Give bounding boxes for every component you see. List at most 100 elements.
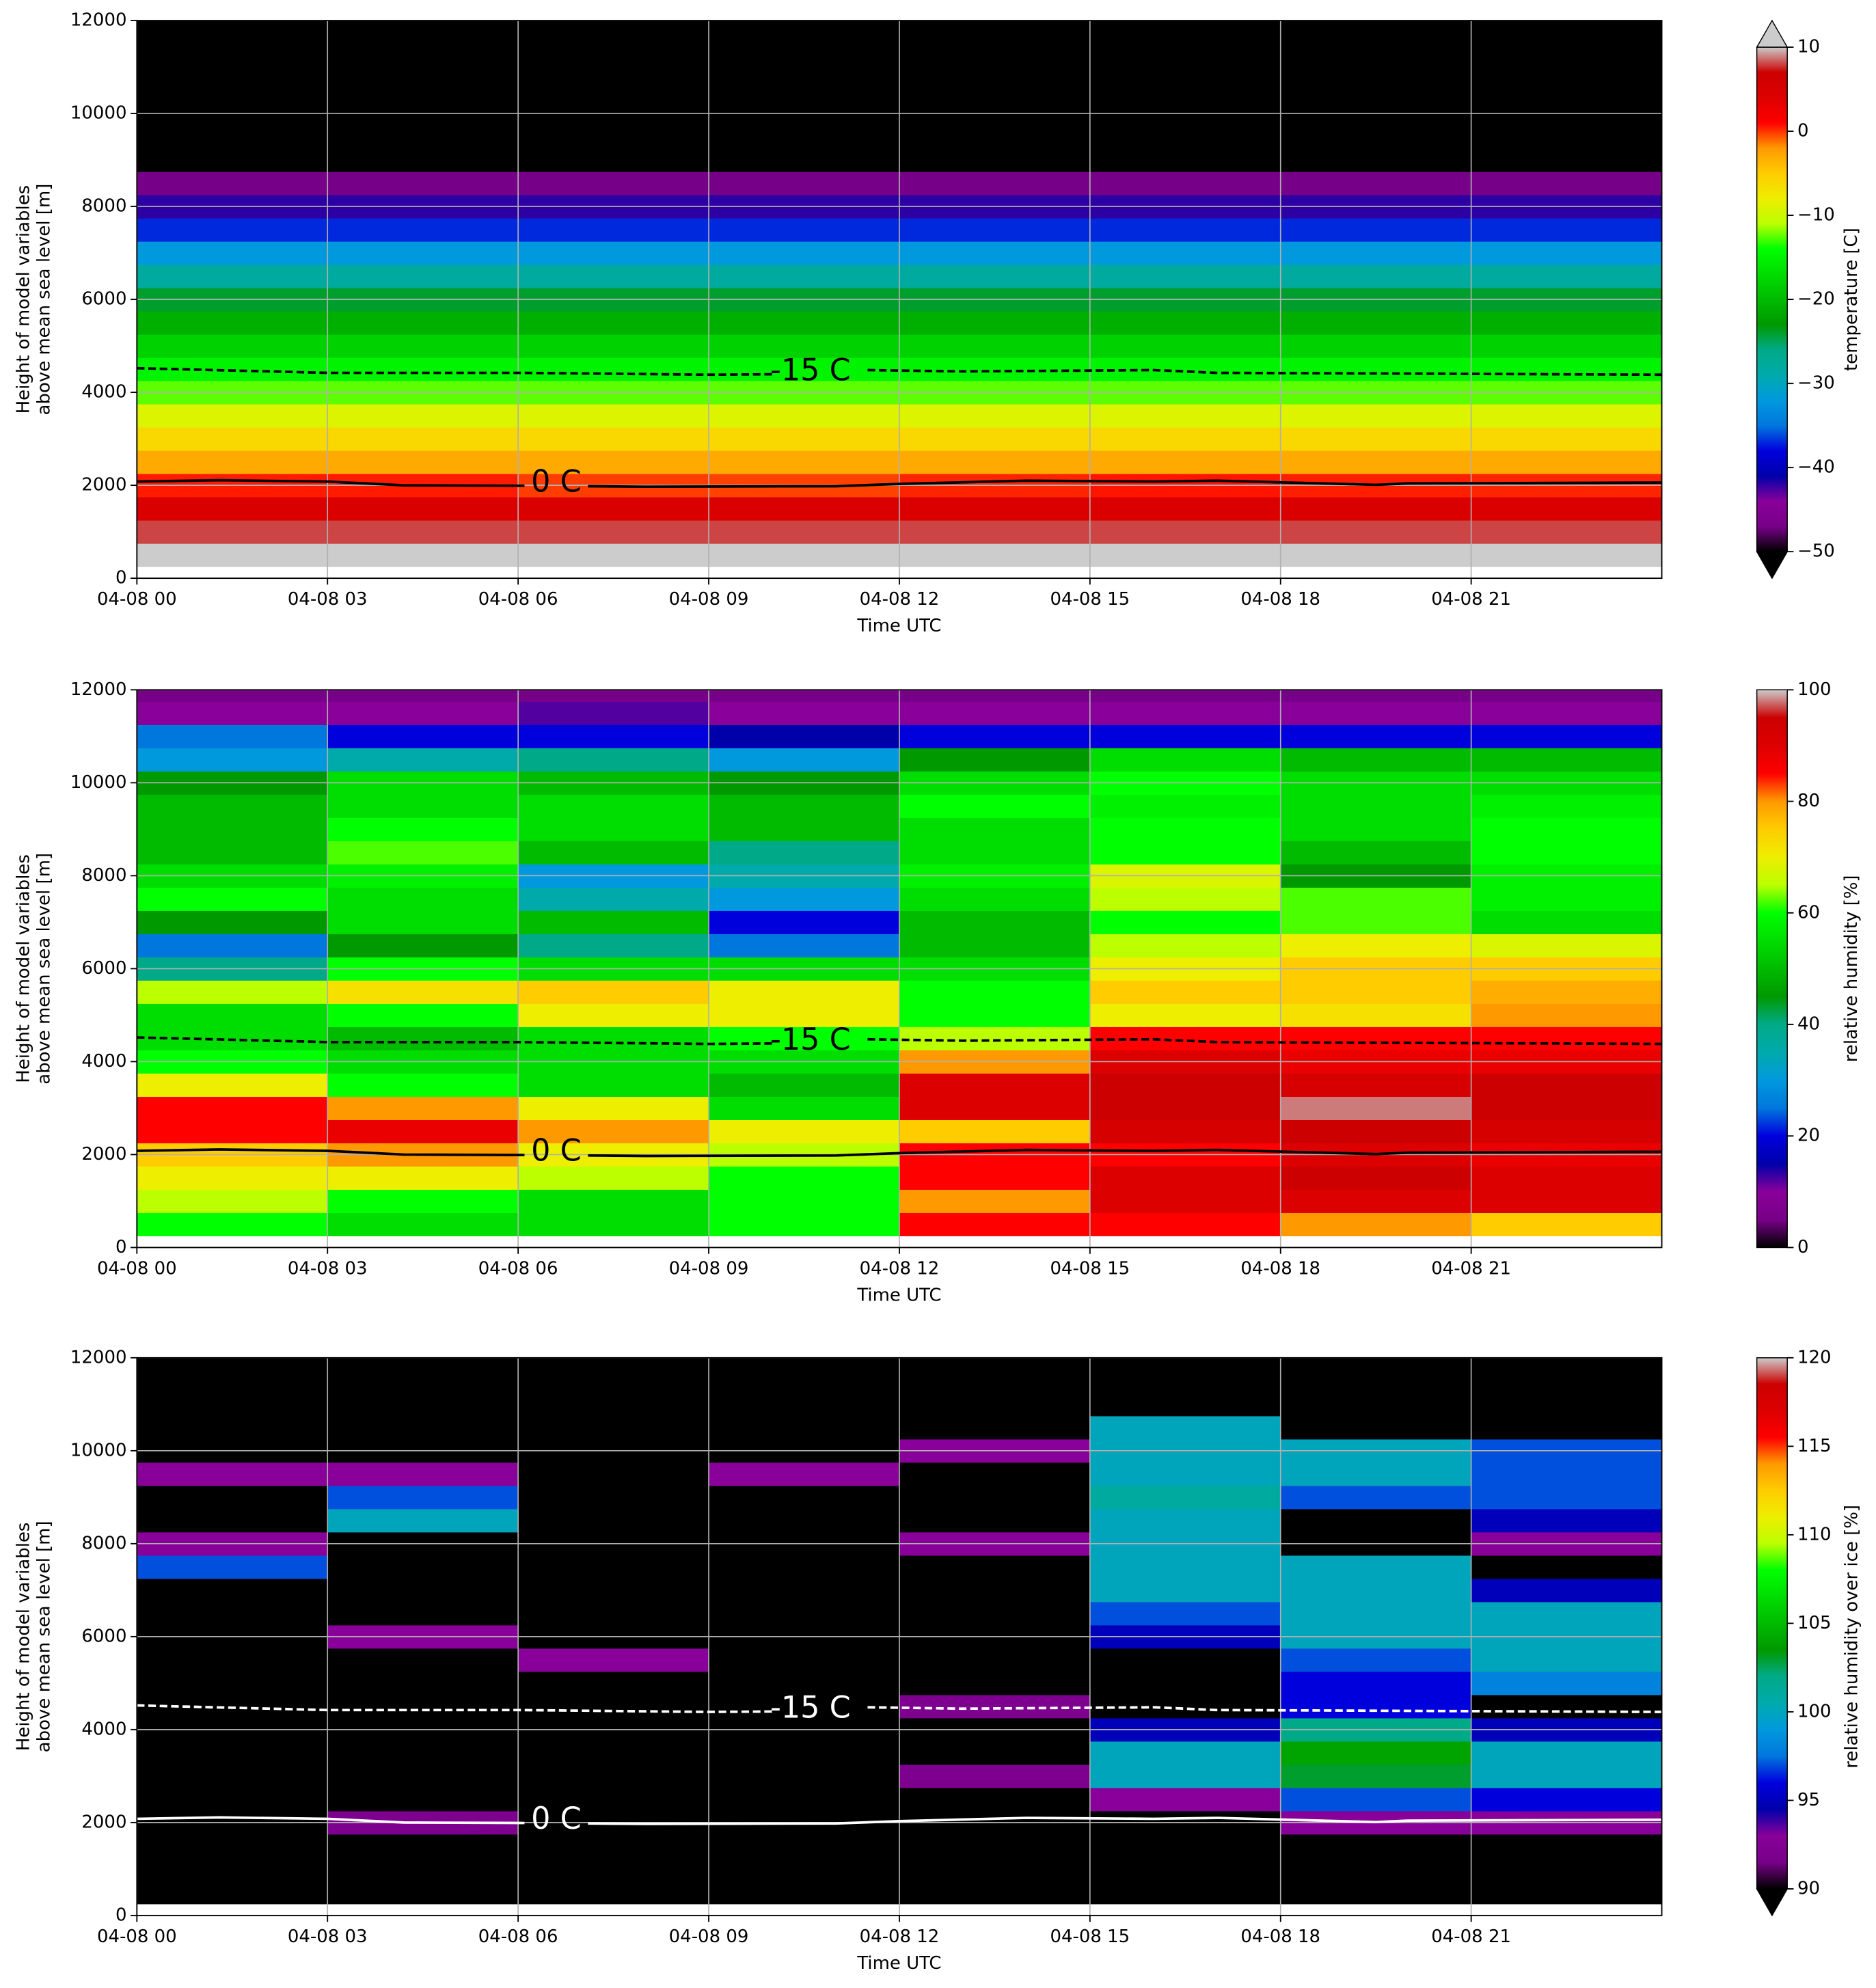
heatmap-cell — [137, 1485, 328, 1510]
heatmap-cell — [137, 1188, 328, 1213]
heatmap — [137, 1357, 1662, 1916]
x-axis-label: Time UTC — [856, 1953, 941, 1974]
heatmap-cell — [708, 817, 900, 841]
heatmap-cell — [137, 1741, 328, 1765]
heatmap-cell — [1280, 426, 1472, 451]
heatmap-cell — [1471, 426, 1662, 451]
heatmap-cell — [327, 1787, 519, 1812]
heatmap-cell — [899, 217, 1091, 242]
heatmap-cell — [327, 1694, 519, 1719]
heatmap-cell — [708, 1764, 900, 1788]
colorbar-tick-label: 105 — [1797, 1613, 1832, 1633]
heatmap-cell — [137, 357, 328, 381]
heatmap-cell — [899, 690, 1091, 702]
heatmap-cell — [517, 793, 709, 818]
heatmap-cell — [1089, 979, 1281, 1004]
heatmap-cell — [327, 1880, 519, 1905]
contour-label: -15 C — [770, 1022, 851, 1057]
heatmap-cell — [1089, 747, 1281, 772]
heatmap-cell — [1089, 1857, 1281, 1881]
heatmap-cell — [1471, 1026, 1662, 1050]
colorbar-tick-label: −30 — [1797, 373, 1835, 394]
colorbar-tick-label: 115 — [1797, 1436, 1832, 1456]
y-tick-label: 12000 — [70, 679, 127, 700]
heatmap-cell — [1089, 1212, 1281, 1237]
colorbar — [1756, 46, 1788, 552]
heatmap-cell — [1089, 1003, 1281, 1027]
heatmap-cell — [708, 1880, 900, 1905]
heatmap-cell — [517, 426, 709, 451]
heatmap-cell — [1280, 840, 1472, 864]
heatmap-cell — [1280, 690, 1472, 702]
heatmap-cell — [1471, 724, 1662, 748]
heatmap-cell — [708, 357, 900, 381]
heatmap-cell — [1089, 217, 1281, 242]
heatmap-cell — [327, 310, 519, 335]
heatmap-cell — [1471, 1694, 1662, 1719]
heatmap-cell — [1471, 1415, 1662, 1440]
heatmap-cell — [899, 1369, 1091, 1393]
heatmap-cell — [708, 264, 900, 288]
x-tick-label: 04-08 21 — [1431, 1258, 1511, 1279]
colorbar-tick-label: 0 — [1797, 1237, 1809, 1257]
heatmap — [137, 21, 1662, 579]
heatmap-cell — [899, 1095, 1091, 1120]
heatmap-cell — [899, 543, 1091, 567]
heatmap-cell — [327, 217, 519, 242]
heatmap-cell — [899, 1462, 1091, 1486]
heatmap-cell — [1471, 1578, 1662, 1603]
heatmap-cell — [1471, 519, 1662, 544]
heatmap-cell — [899, 1165, 1091, 1190]
heatmap-cell — [1280, 1508, 1472, 1533]
contour-label: 0 C — [531, 1801, 582, 1836]
x-tick-label: 04-08 18 — [1240, 589, 1320, 610]
heatmap-cell — [517, 724, 709, 748]
heatmap-cell — [1471, 1834, 1662, 1858]
colorbar-tick-label: 100 — [1797, 1701, 1832, 1721]
heatmap-cell — [899, 519, 1091, 544]
heatmap-cell — [1280, 1601, 1472, 1626]
heatmap-cell — [1280, 1671, 1472, 1696]
heatmap-cell — [899, 1578, 1091, 1603]
heatmap-cell — [708, 933, 900, 957]
heatmap-cell — [1089, 496, 1281, 521]
heatmap-cell — [517, 310, 709, 335]
heatmap-cell — [1280, 264, 1472, 288]
heatmap-cell — [1089, 840, 1281, 864]
heatmap-cell — [517, 55, 709, 79]
heatmap-cell — [1280, 1694, 1472, 1719]
heatmap-cell — [1471, 1671, 1662, 1696]
heatmap-cell — [899, 933, 1091, 957]
heatmap-cell — [1471, 450, 1662, 474]
x-tick-label: 04-08 06 — [478, 589, 558, 610]
heatmap-cell — [327, 1392, 519, 1417]
heatmap-cell — [899, 1026, 1091, 1050]
heatmap-cell — [327, 519, 519, 544]
heatmap-cell — [708, 124, 900, 149]
y-tick-label: 6000 — [81, 289, 126, 310]
heatmap-cell — [1471, 55, 1662, 79]
heatmap-cell — [327, 979, 519, 1004]
y-tick-label: 4000 — [81, 1719, 126, 1739]
heatmap-cell — [708, 1119, 900, 1143]
heatmap-cell — [1280, 817, 1472, 841]
heatmap-cell — [137, 1787, 328, 1812]
heatmap-cell — [517, 1578, 709, 1603]
heatmap-cell — [899, 1857, 1091, 1881]
x-tick-label: 04-08 18 — [1240, 1258, 1320, 1279]
heatmap-cell — [517, 171, 709, 195]
heatmap-cell — [899, 333, 1091, 358]
heatmap-cell — [327, 1415, 519, 1440]
heatmap-cell — [1471, 1857, 1662, 1881]
colorbar-extend — [1756, 551, 1789, 580]
heatmap-cell — [708, 690, 900, 702]
heatmap-cell — [327, 1555, 519, 1579]
colorbar-label: relative humidity [%] — [1841, 875, 1862, 1062]
heatmap-cell — [1089, 1648, 1281, 1672]
heatmap-cell — [1471, 747, 1662, 772]
heatmap-cell — [517, 1095, 709, 1120]
heatmap-cell — [517, 1026, 709, 1050]
heatmap-cell — [1089, 910, 1281, 934]
heatmap-cell — [1089, 1601, 1281, 1626]
